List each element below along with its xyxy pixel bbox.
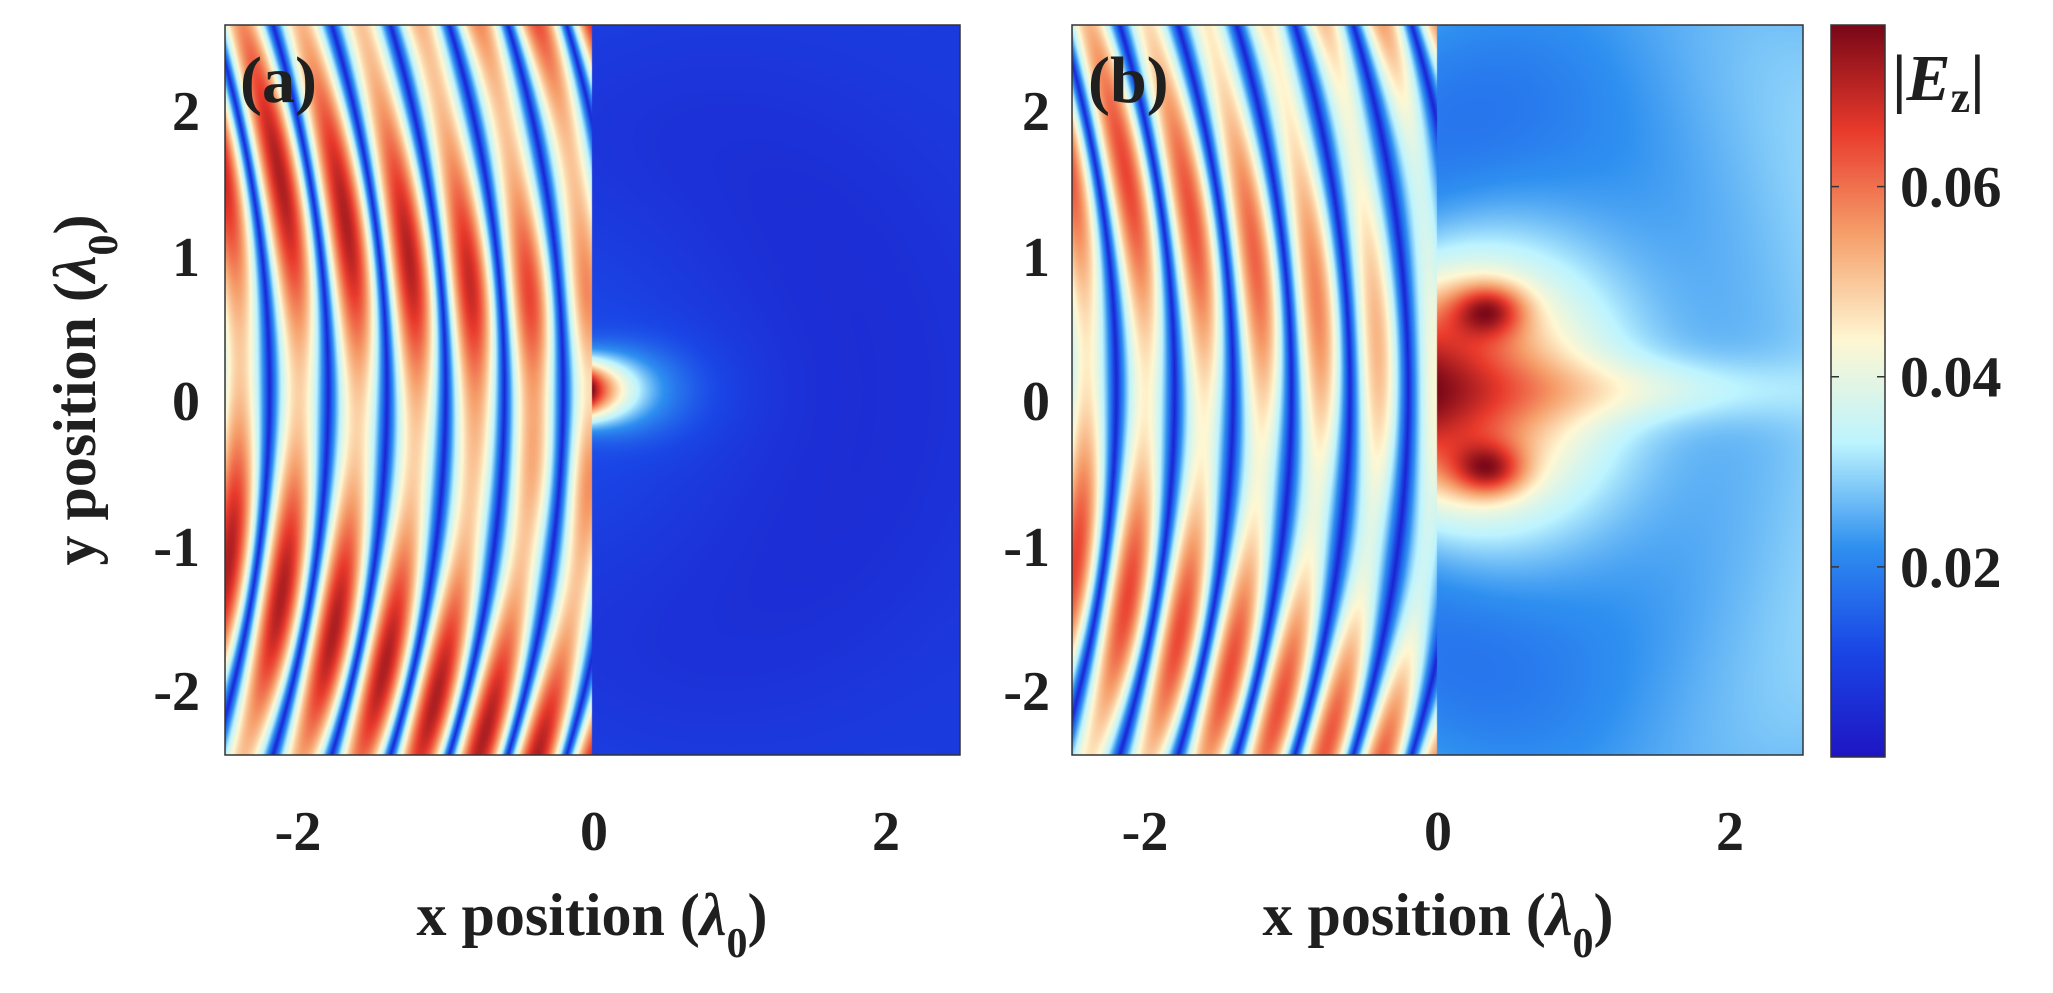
colorbar-label-subscript: z (1951, 73, 1971, 122)
x-axis-unit-subscript: 0 (727, 921, 748, 967)
colorbar-frame (1830, 24, 1886, 758)
axes-frame-b (1071, 24, 1804, 756)
field-map-b (1072, 25, 1803, 755)
y-tick-label: -2 (153, 661, 200, 723)
colorbar-label: |Ez| (1892, 42, 1985, 122)
y-axis-label: y position (λ0) (42, 214, 127, 565)
y-tick-label: 2 (1022, 81, 1050, 143)
y-tick-labels-a: 2 1 0 -1 -2 (153, 81, 200, 723)
colorbar-ticks: 0.02 0.04 0.06 (1831, 155, 2002, 600)
x-axis-unit-subscript: 0 (1573, 921, 1594, 967)
x-tick-label: 0 (1424, 801, 1452, 863)
colorbar-label-symbol: E (1906, 42, 1951, 115)
y-tick-label: -2 (1003, 661, 1050, 723)
colorbar-tick-label: 0.04 (1900, 345, 2002, 410)
x-tick-label: -2 (275, 801, 322, 863)
panel-label-b: (b) (1088, 44, 1169, 117)
x-axis-unit-symbol: λ (697, 882, 727, 948)
svg-text:x position (λ0): x position (λ0) (416, 882, 767, 967)
svg-text:|Ez|: |Ez| (1892, 42, 1985, 122)
y-axis-unit-symbol: λ (42, 255, 108, 285)
y-tick-label: -1 (1003, 517, 1050, 579)
x-axis-label-text: x position (1262, 882, 1510, 948)
svg-text:y position (λ0): y position (λ0) (42, 214, 127, 565)
colorbar-gradient (1831, 25, 1885, 757)
field-map-a (225, 25, 960, 755)
x-axis-label-b: x position (λ0) (1262, 882, 1613, 967)
axes-frame-a (224, 24, 961, 756)
y-tick-label: 1 (172, 227, 200, 289)
y-tick-label: 0 (172, 371, 200, 433)
y-tick-labels-b: 2 1 0 -1 -2 (1003, 81, 1050, 723)
x-tick-label: -2 (1122, 801, 1169, 863)
y-tick-label: -1 (153, 517, 200, 579)
x-tick-label: 2 (1716, 801, 1744, 863)
x-tick-labels-b: -2 0 2 (1122, 801, 1744, 863)
y-tick-label: 1 (1022, 227, 1050, 289)
y-tick-label: 2 (172, 81, 200, 143)
x-axis-label-a: x position (λ0) (416, 882, 767, 967)
y-axis-label-text: y position (42, 317, 108, 565)
svg-text:x position (λ0): x position (λ0) (1262, 882, 1613, 967)
colorbar-tick-label: 0.02 (1900, 535, 2002, 600)
x-tick-label: 0 (580, 801, 608, 863)
panel-label-a: (a) (240, 44, 317, 117)
y-axis-unit-subscript: 0 (81, 234, 127, 255)
y-tick-label: 0 (1022, 371, 1050, 433)
x-axis-label-text: x position (416, 882, 664, 948)
x-tick-label: 2 (872, 801, 900, 863)
x-axis-unit-symbol: λ (1543, 882, 1573, 948)
colorbar-tick-label: 0.06 (1900, 155, 2002, 220)
x-tick-labels-a: -2 0 2 (275, 801, 900, 863)
